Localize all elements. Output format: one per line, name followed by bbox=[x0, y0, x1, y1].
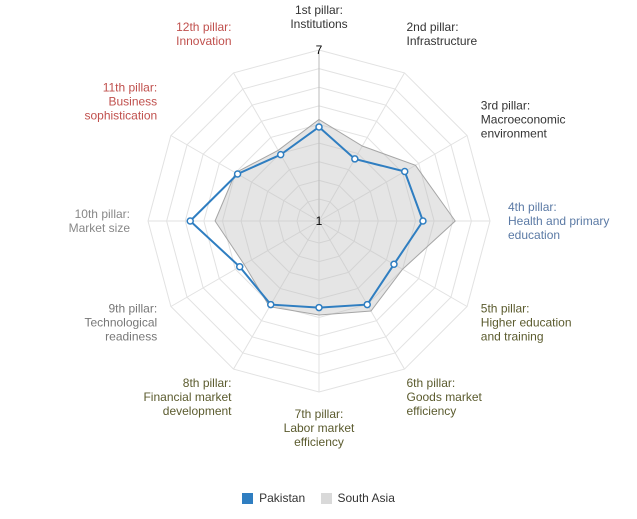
axis-label-line: 9th pillar: bbox=[108, 302, 157, 316]
grid-spoke bbox=[170, 135, 320, 222]
axis-label-line: education bbox=[508, 228, 560, 242]
series-area-south-asia bbox=[214, 118, 456, 316]
axis-label-line: environment bbox=[481, 127, 548, 141]
axis-label-line: 4th pillar: bbox=[508, 200, 557, 214]
grid-spoke bbox=[233, 220, 320, 370]
legend: Pakistan South Asia bbox=[0, 491, 637, 507]
axis-label-line: 2nd pillar: bbox=[407, 20, 459, 34]
axis-label-line: 7th pillar: bbox=[295, 407, 344, 421]
legend-item-pakistan[interactable]: Pakistan bbox=[242, 491, 305, 505]
axis-label-8: 8th pillar: Financial market development bbox=[143, 376, 232, 418]
axis-label-3: 3rd pillar: Macroeconomic environment bbox=[481, 99, 566, 141]
tick-label-max: 7 bbox=[316, 43, 323, 57]
series-layer bbox=[186, 118, 456, 316]
data-point-pakistan[interactable] bbox=[390, 260, 398, 269]
data-point-pakistan[interactable] bbox=[233, 170, 242, 178]
axis-label-5: 5th pillar: Higher education and training bbox=[481, 302, 572, 344]
data-point-pakistan[interactable] bbox=[363, 300, 371, 309]
axis-label-line: 3rd pillar: bbox=[481, 99, 530, 113]
axis-label-line: Business bbox=[108, 95, 157, 109]
axis-label-6: 6th pillar: Goods market efficiency bbox=[407, 376, 483, 418]
axis-label-line: Macroeconomic bbox=[481, 113, 566, 127]
axis-label-line: Infrastructure bbox=[407, 34, 478, 48]
data-point-pakistan[interactable] bbox=[351, 155, 359, 163]
legend-item-south-asia[interactable]: South Asia bbox=[320, 491, 395, 505]
axis-label-line: Financial market bbox=[143, 390, 232, 404]
axis-labels: 1st pillar: Institutions 2nd pillar: Infras… bbox=[69, 3, 610, 449]
axis-label-line: Technological bbox=[84, 316, 157, 330]
axis-label-line: 5th pillar: bbox=[481, 302, 530, 316]
data-point-pakistan[interactable] bbox=[267, 300, 275, 309]
axis-label-line: efficiency bbox=[407, 404, 457, 418]
legend-swatch-south-asia bbox=[320, 492, 332, 504]
axis-label-line: sophistication bbox=[84, 109, 157, 123]
axis-label-12: 12th pillar: Innovation bbox=[176, 20, 231, 48]
axis-label-9: 9th pillar: Technological readiness bbox=[84, 302, 157, 344]
axis-label-2: 2nd pillar: Infrastructure bbox=[407, 20, 478, 48]
axis-label-line: development bbox=[163, 404, 232, 418]
axis-label-line: Labor market bbox=[284, 421, 355, 435]
data-point-pakistan[interactable] bbox=[315, 303, 323, 312]
axis-label-line: 12th pillar: bbox=[176, 20, 231, 34]
axis-label-10: 10th pillar: Market size bbox=[69, 207, 131, 235]
data-point-pakistan[interactable] bbox=[186, 217, 194, 225]
grid-spoke bbox=[318, 72, 405, 222]
data-point-pakistan[interactable] bbox=[276, 150, 285, 159]
grid-spoke bbox=[170, 220, 320, 307]
axis-label-line: readiness bbox=[105, 330, 157, 344]
data-point-pakistan[interactable] bbox=[419, 217, 427, 225]
grid-spoke bbox=[233, 72, 320, 222]
tick-label-min: 1 bbox=[316, 214, 323, 228]
axis-label-11: 11th pillar: Business sophistication bbox=[84, 81, 157, 123]
legend-label-south-asia: South Asia bbox=[337, 491, 395, 505]
axis-label-line: 10th pillar: bbox=[75, 207, 130, 221]
data-point-pakistan[interactable] bbox=[400, 167, 409, 176]
axis-label-line: 6th pillar: bbox=[407, 376, 456, 390]
axis-label-line: 8th pillar: bbox=[183, 376, 232, 390]
legend-label-pakistan: Pakistan bbox=[259, 491, 306, 505]
axis-label-line: and training bbox=[481, 330, 544, 344]
axis-label-line: Market size bbox=[69, 221, 131, 235]
axis-label-line: 1st pillar: bbox=[295, 3, 343, 17]
axis-label-line: Health and primary bbox=[508, 214, 609, 228]
axis-label-line: Higher education bbox=[481, 316, 572, 330]
axis-label-line: Innovation bbox=[176, 34, 231, 48]
legend-swatch-pakistan bbox=[242, 492, 254, 504]
axis-label-7: 7th pillar: Labor market efficiency bbox=[284, 407, 355, 449]
axis-label-line: efficiency bbox=[294, 435, 344, 449]
axis-label-line: Institutions bbox=[290, 17, 347, 31]
grid-spoke bbox=[318, 220, 405, 370]
axis-label-1: 1st pillar: Institutions bbox=[290, 3, 347, 31]
data-point-pakistan[interactable] bbox=[235, 263, 244, 271]
data-point-pakistan[interactable] bbox=[315, 123, 323, 131]
grid-spoke bbox=[318, 135, 468, 222]
axis-label-line: 11th pillar: bbox=[103, 81, 157, 95]
axis-label-line: Goods market bbox=[407, 390, 483, 404]
axis-label-4: 4th pillar: Health and primary education bbox=[508, 200, 609, 242]
